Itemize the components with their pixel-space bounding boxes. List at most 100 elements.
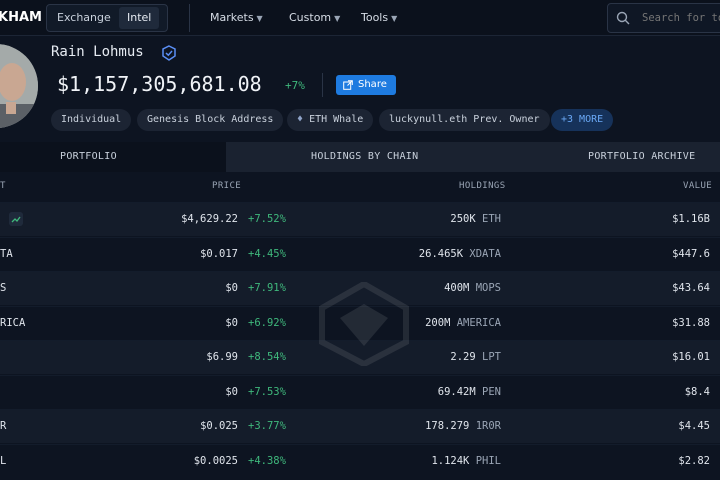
tools-menu[interactable]: Tools ▼ — [361, 11, 397, 24]
intel-button[interactable]: Intel — [119, 7, 160, 29]
holdings-amount: 1.124K — [431, 455, 470, 467]
logo[interactable]: KHAM — [0, 10, 42, 25]
balance-change: +7% — [285, 79, 305, 92]
holdings-amount: 69.42M — [437, 386, 476, 398]
top-nav: KHAM Exchange Intel Markets ▼ Custom ▼ Too… — [0, 0, 720, 36]
chevron-down-icon: ▼ — [391, 14, 398, 23]
col-value[interactable]: VALUE — [683, 181, 713, 191]
share-button[interactable]: Share — [336, 75, 396, 95]
token-holdings: 250K ETH — [450, 213, 501, 225]
token-name: RICA — [0, 317, 26, 329]
token-price: $0.025 — [200, 420, 238, 432]
nav-divider — [189, 4, 190, 32]
price-change: +7.53% — [248, 386, 286, 398]
token-value: $31.88 — [672, 317, 710, 329]
holdings-symbol: ETH — [482, 213, 501, 225]
table-row[interactable]: $4,629.22 +7.52% 250K ETH $1.16B — [0, 202, 720, 236]
token-holdings: 26.465K XDATA — [419, 248, 501, 260]
exchange-button[interactable]: Exchange — [57, 11, 111, 24]
token-price: $0 — [225, 386, 238, 398]
table-row[interactable]: $0 +7.53% 69.42M PEN $8.4 — [0, 375, 720, 409]
token-holdings: 178.279 1R0R — [425, 420, 501, 432]
verified-badge-icon — [162, 45, 176, 61]
tab-portfolio-archive[interactable]: PORTFOLIO ARCHIVE — [588, 151, 696, 162]
holdings-symbol: XDATA — [469, 248, 501, 260]
portfolio-balance: $1,157,305,681.08 — [57, 72, 262, 96]
table-row[interactable]: L $0.0025 +4.38% 1.124K PHIL $2.82 — [0, 444, 720, 478]
price-change: +4.45% — [248, 248, 286, 260]
share-label: Share — [358, 79, 387, 90]
token-value: $43.64 — [672, 282, 710, 294]
col-price[interactable]: PRICE — [212, 181, 242, 191]
col-asset[interactable]: T — [0, 181, 6, 191]
tag-eth-whale[interactable]: ♦ ETH Whale — [287, 109, 374, 131]
watermark-logo-icon — [319, 282, 409, 366]
holdings-symbol: MOPS — [475, 282, 501, 294]
table-row[interactable]: R $0.025 +3.77% 178.279 1R0R $4.45 — [0, 409, 720, 443]
token-price: $4,629.22 — [181, 213, 238, 225]
tag-prev-owner[interactable]: luckynull.eth Prev. Owner — [379, 109, 550, 131]
holdings-amount: 400M — [444, 282, 470, 294]
avatar-photo — [0, 44, 38, 128]
holdings-symbol: 1R0R — [475, 420, 501, 432]
search-icon — [616, 11, 630, 25]
price-change: +6.92% — [248, 317, 286, 329]
mode-switch: Exchange Intel — [46, 4, 168, 32]
trend-up-icon — [9, 212, 23, 226]
token-price: $0 — [225, 317, 238, 329]
holdings-symbol: PHIL — [475, 455, 501, 467]
holdings-symbol: PEN — [482, 386, 501, 398]
share-icon — [343, 80, 353, 90]
tab-holdings-by-chain[interactable]: HOLDINGS BY CHAIN — [311, 151, 419, 162]
token-value: $4.45 — [678, 420, 710, 432]
markets-menu[interactable]: Markets ▼ — [210, 11, 263, 24]
table-row[interactable]: RICA $0 +6.92% 200M AMERICA $31.88 — [0, 306, 720, 340]
token-holdings: 2.29 LPT — [450, 351, 501, 363]
holdings-amount: 2.29 — [450, 351, 476, 363]
token-price: $6.99 — [206, 351, 238, 363]
token-price: $0.0025 — [193, 455, 238, 467]
custom-menu[interactable]: Custom ▼ — [289, 11, 340, 24]
table-row[interactable]: S $0 +7.91% 400M MOPS $43.64 — [0, 271, 720, 305]
token-holdings: 69.42M PEN — [438, 386, 501, 398]
token-holdings: 200M AMERICA — [425, 317, 501, 329]
eth-icon: ♦ — [297, 114, 304, 125]
holdings-symbol: AMERICA — [456, 317, 501, 329]
price-change: +8.54% — [248, 351, 286, 363]
avatar — [0, 44, 38, 128]
tab-portfolio[interactable]: PORTFOLIO — [60, 151, 117, 162]
more-tags-button[interactable]: +3 MORE — [551, 109, 614, 131]
price-change: +4.38% — [248, 455, 286, 467]
entity-name: Rain Lohmus — [51, 44, 144, 60]
token-holdings: 400M MOPS — [444, 282, 501, 294]
table-row[interactable]: $6.99 +8.54% 2.29 LPT $16.01 — [0, 340, 720, 374]
tab-strip — [226, 142, 720, 172]
price-change: +7.91% — [248, 282, 286, 294]
chevron-down-icon: ▼ — [334, 14, 341, 23]
table-header: T PRICE HOLDINGS VALUE — [0, 172, 720, 202]
price-change: +3.77% — [248, 420, 286, 432]
search-box[interactable] — [607, 3, 720, 33]
token-value: $1.16B — [672, 213, 710, 225]
table-row[interactable]: TA $0.017 +4.45% 26.465K XDATA $447.6 — [0, 237, 720, 271]
chevron-down-icon: ▼ — [256, 14, 263, 23]
token-value: $16.01 — [672, 351, 710, 363]
tag-eth-whale-label: ETH Whale — [309, 114, 364, 125]
holdings-amount: 200M — [425, 317, 451, 329]
holdings-symbol: LPT — [482, 351, 501, 363]
price-change: +7.52% — [248, 213, 286, 225]
markets-label: Markets — [210, 11, 254, 24]
token-value: $2.82 — [678, 455, 710, 467]
token-value: $8.4 — [684, 386, 710, 398]
custom-label: Custom — [289, 11, 332, 24]
tools-label: Tools — [361, 11, 389, 24]
token-name: S — [0, 282, 7, 294]
search-input[interactable] — [642, 12, 720, 24]
tag-individual[interactable]: Individual — [51, 109, 132, 131]
tag-genesis-block[interactable]: Genesis Block Address — [137, 109, 284, 131]
col-holdings[interactable]: HOLDINGS — [459, 181, 506, 191]
portfolio-tabs: PORTFOLIO HOLDINGS BY CHAIN PORTFOLIO AR… — [0, 142, 720, 172]
token-name: TA — [0, 248, 13, 260]
token-price: $0.017 — [200, 248, 238, 260]
token-price: $0 — [225, 282, 238, 294]
